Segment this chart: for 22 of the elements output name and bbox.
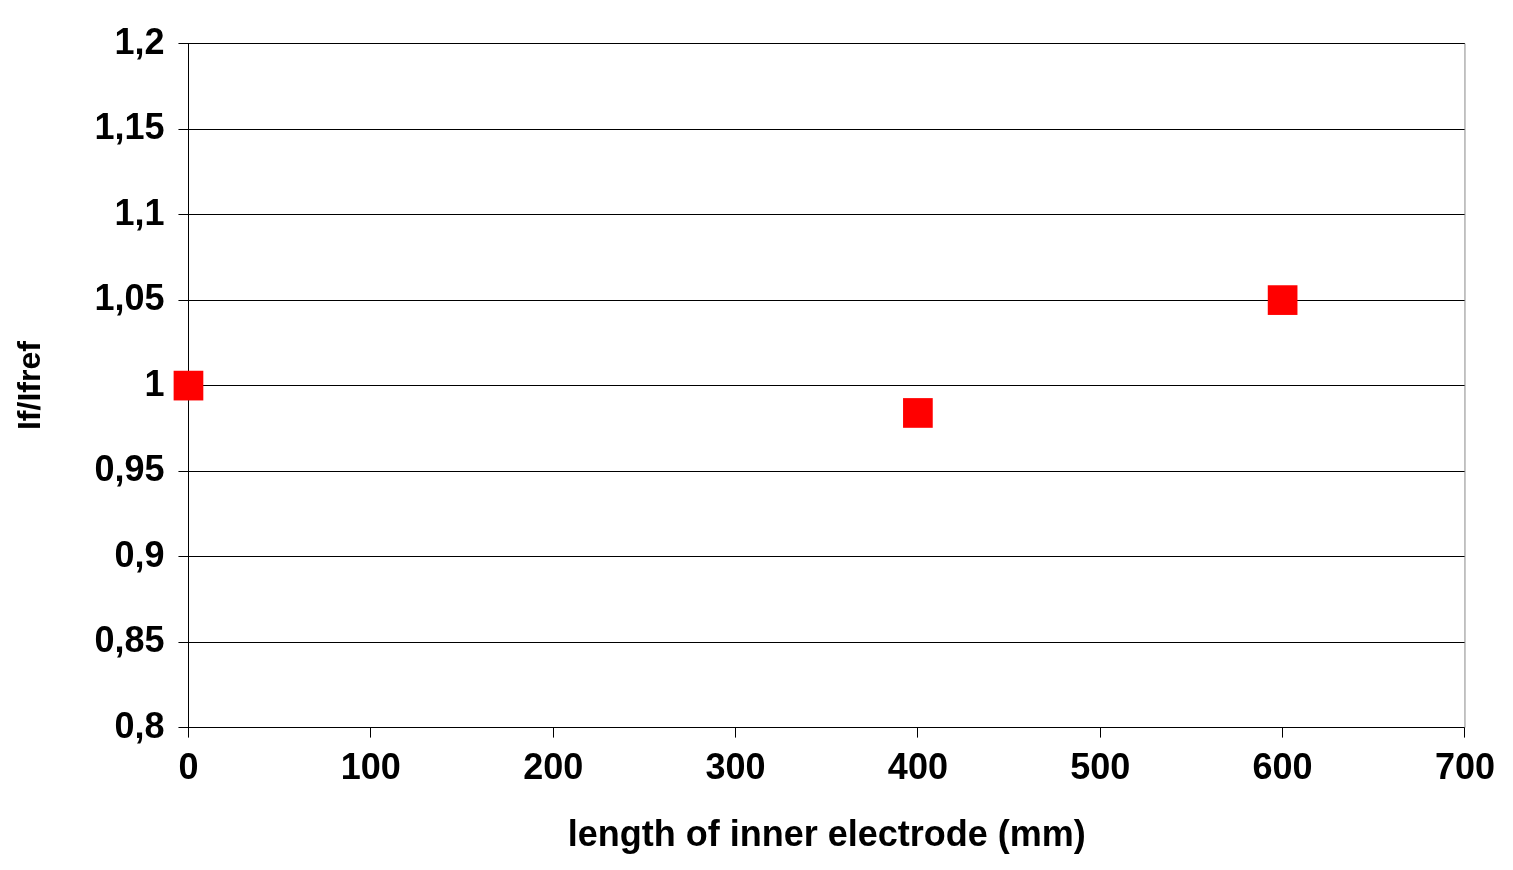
- y-tick-label: 0,85: [94, 619, 165, 661]
- y-tick-label: 1,2: [114, 20, 165, 62]
- y-tick-label: 1: [144, 362, 165, 404]
- y-tick-label: 0,95: [94, 448, 165, 490]
- x-tick-label: 700: [1434, 746, 1496, 788]
- x-tick-label: 200: [523, 746, 584, 788]
- y-tick-label: 1,05: [94, 277, 165, 319]
- x-tick-label: 400: [887, 746, 948, 788]
- y-tick-label: 0,8: [114, 704, 165, 746]
- point: [903, 398, 933, 428]
- x-tick-label: 500: [1070, 746, 1131, 788]
- x-tick-label: 100: [340, 746, 401, 788]
- x-tick-label: 0: [178, 746, 199, 788]
- point: [173, 370, 204, 401]
- x-tick-label: 600: [1252, 746, 1313, 788]
- y-tick-label: 1,1: [114, 191, 165, 233]
- y-tick-label: 0,9: [114, 533, 165, 575]
- point: [1267, 285, 1298, 315]
- x-tick-label: 300: [705, 746, 766, 788]
- y-axis-title: If/Ifref: [11, 340, 48, 431]
- y-tick-label: 1,15: [94, 106, 165, 148]
- x-axis-title: length of inner electrode (mm): [567, 813, 1086, 855]
